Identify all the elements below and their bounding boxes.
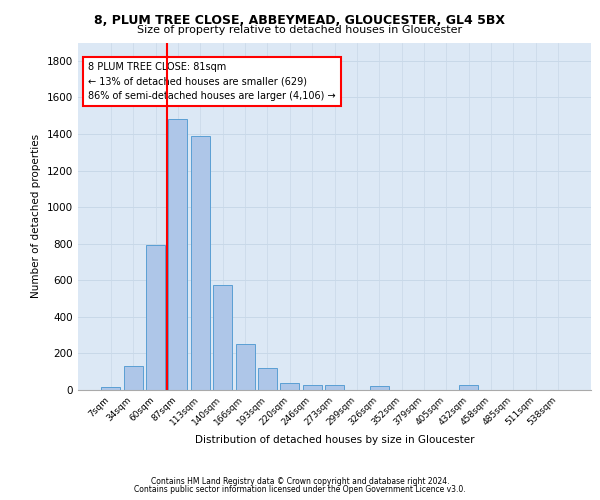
Bar: [280, 383, 299, 390]
Bar: [213, 285, 232, 390]
Bar: [325, 384, 344, 390]
Bar: [124, 366, 143, 390]
Text: 8 PLUM TREE CLOSE: 81sqm
← 13% of detached houses are smaller (629)
86% of semi-: 8 PLUM TREE CLOSE: 81sqm ← 13% of detach…: [88, 62, 336, 101]
Bar: [169, 120, 187, 390]
Bar: [302, 384, 322, 390]
Bar: [236, 344, 254, 390]
Bar: [146, 244, 165, 390]
Bar: [258, 368, 277, 390]
Text: Size of property relative to detached houses in Gloucester: Size of property relative to detached ho…: [137, 25, 463, 35]
X-axis label: Distribution of detached houses by size in Gloucester: Distribution of detached houses by size …: [195, 436, 474, 446]
Bar: [101, 388, 121, 390]
Bar: [370, 386, 389, 390]
Text: Contains HM Land Registry data © Crown copyright and database right 2024.: Contains HM Land Registry data © Crown c…: [151, 477, 449, 486]
Y-axis label: Number of detached properties: Number of detached properties: [31, 134, 41, 298]
Text: Contains public sector information licensed under the Open Government Licence v3: Contains public sector information licen…: [134, 485, 466, 494]
Text: 8, PLUM TREE CLOSE, ABBEYMEAD, GLOUCESTER, GL4 5BX: 8, PLUM TREE CLOSE, ABBEYMEAD, GLOUCESTE…: [95, 14, 505, 27]
Bar: [459, 386, 478, 390]
Bar: [191, 136, 210, 390]
